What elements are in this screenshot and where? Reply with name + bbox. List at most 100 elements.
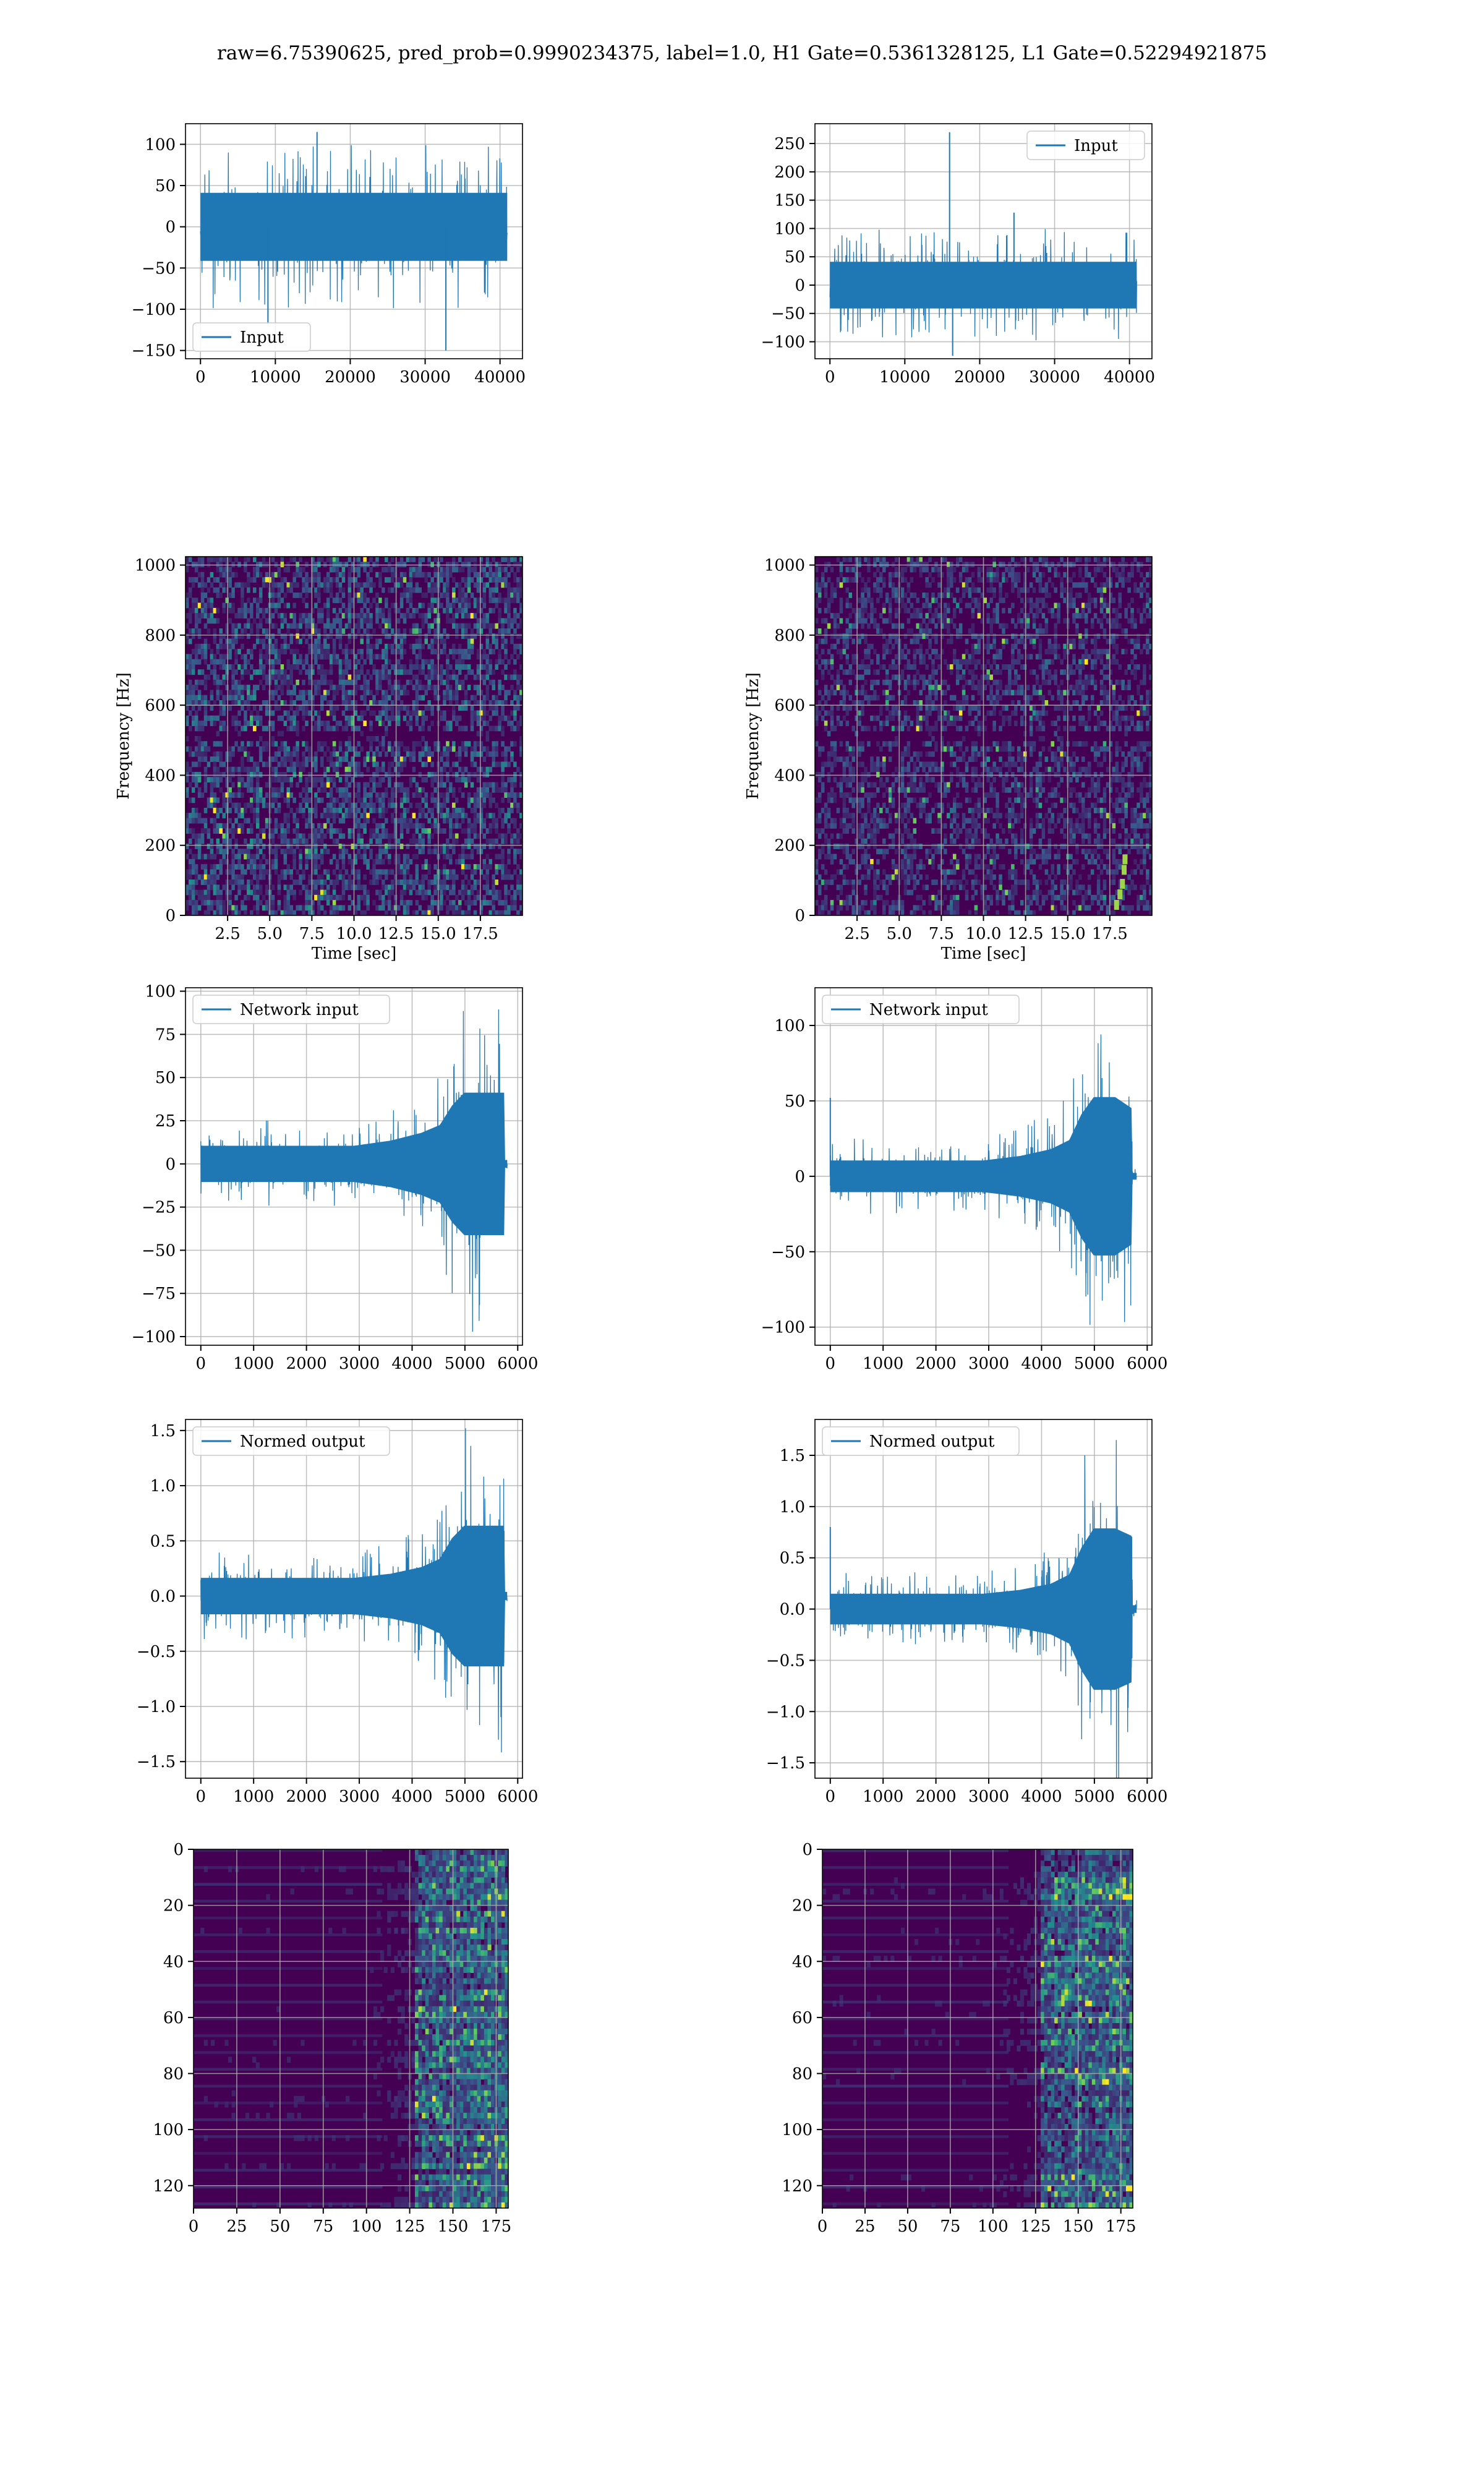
heatmap-cell [369,756,373,763]
heatmap-cell [200,557,205,562]
heatmap-cell [464,654,468,660]
heatmap-cell [357,674,361,680]
heatmap-cell [360,638,364,644]
heatmap-cell [262,726,266,732]
heatmap-cell [485,721,490,727]
heatmap-cell [519,643,523,649]
heatmap-cell [329,828,333,834]
heatmap-cell [1124,562,1128,568]
heatmap-cell [393,828,398,834]
heatmap-cell [308,813,312,819]
heatmap-cell [344,649,349,655]
heatmap-cell [302,597,305,604]
heatmap-cell [213,638,217,644]
x-tick-label: 0 [825,368,835,387]
heatmap-cell [409,889,413,896]
heatmap-cell [289,782,294,788]
heatmap-cell [443,695,446,701]
heatmap-cell [372,787,376,793]
heatmap-cell [473,685,477,691]
heatmap-cell [247,582,250,588]
heatmap-cell [314,844,318,849]
heatmap-cell [390,577,394,583]
heatmap-cell [286,900,291,906]
heatmap-cell [479,597,484,604]
heatmap-cell [186,654,189,660]
heatmap-cell [194,607,198,614]
heatmap-cell [513,726,517,732]
heatmap-cell [274,828,278,834]
heatmap-cell [382,721,385,727]
heatmap-cell [286,813,291,819]
heatmap-cell [292,858,296,865]
heatmap-cell [375,838,379,844]
heatmap-cell [858,613,861,619]
heatmap-cell [375,715,379,721]
heatmap-cell [296,751,299,757]
heatmap-cell [241,633,244,640]
heatmap-cell [207,828,211,834]
heatmap-cell [253,567,257,573]
heatmap-cell [455,690,459,696]
heatmap-cell [186,746,189,752]
heatmap-cell [372,695,376,701]
heatmap-cell [326,808,330,813]
heatmap-cell [372,772,376,777]
heatmap-cell [237,710,241,716]
heatmap-cell [265,869,269,875]
heatmap-cell [283,772,288,777]
heatmap-cell [488,844,493,849]
heatmap-cell [369,690,373,696]
heatmap-cell [382,649,385,655]
heatmap-cell [194,715,198,721]
heatmap-cell [305,782,309,788]
heatmap-cell [317,597,321,604]
heatmap-cell [501,669,505,675]
heatmap-cell [258,889,263,896]
heatmap-cell [253,905,257,911]
heatmap-cell [296,649,299,655]
series-core [200,192,508,261]
heatmap-cell [501,715,505,721]
heatmap-cell [925,623,929,629]
heatmap-cell [396,721,401,727]
heatmap-cell [473,864,477,870]
heatmap-cell [449,869,453,875]
heatmap-cell [452,562,456,568]
heatmap-cell [501,833,505,839]
heatmap-cell [280,700,284,706]
heatmap-cell [292,889,296,896]
heatmap-cell [473,562,477,568]
heatmap-cell [250,741,254,747]
heatmap-cell [271,858,275,865]
heatmap-cell [280,874,284,880]
heatmap-cell [415,844,419,849]
heatmap-cell [479,664,484,670]
heatmap-cell [513,613,517,619]
heatmap-cell [225,844,229,849]
heatmap-cell [244,782,247,788]
heatmap-cell [393,751,398,757]
heatmap-cell [421,838,425,844]
heatmap-cell [1069,602,1073,609]
heatmap-cell [504,664,508,670]
heatmap-cell [382,849,385,855]
heatmap-cell [418,649,422,655]
heatmap-cell [1041,571,1046,578]
heatmap-cell [241,905,244,911]
heatmap-cell [351,756,355,763]
heatmap-cell [1133,557,1137,562]
heatmap-cell [292,813,296,819]
heatmap-cell [341,669,346,675]
heatmap-cell [913,562,917,568]
heatmap-cell [216,772,220,777]
heatmap-cell [495,787,498,793]
heatmap-cell [280,746,284,752]
heatmap-cell [219,864,223,870]
heatmap-cell [366,669,370,675]
heatmap-cell [194,746,198,752]
heatmap-cell [271,695,275,701]
heatmap-cell [476,607,480,614]
heatmap-cell [1063,587,1067,593]
heatmap-cell [495,705,498,711]
